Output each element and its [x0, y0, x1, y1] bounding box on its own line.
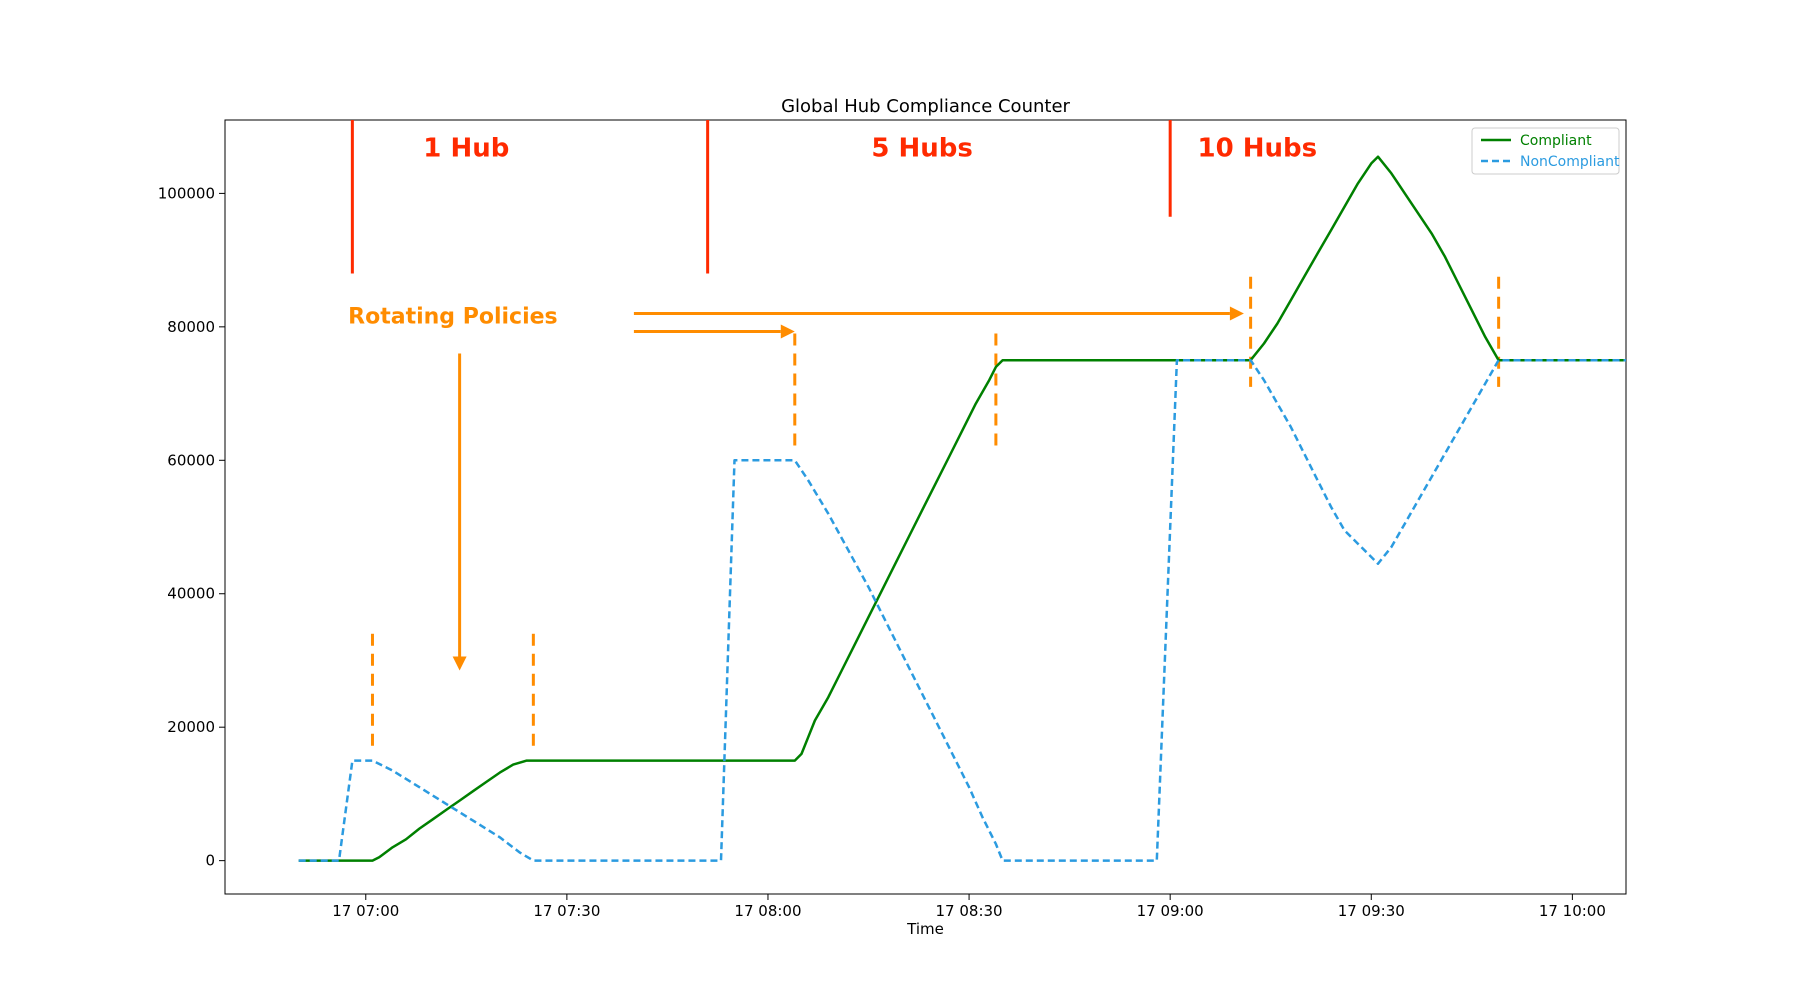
- legend: Compliant NonCompliant: [1471, 127, 1620, 175]
- y-axis-ticks: 0 20000 40000 60000 80000 100000: [158, 184, 225, 870]
- chart-title: Global Hub Compliance Counter: [781, 96, 1070, 117]
- x-tick-label: 17 09:00: [1137, 902, 1204, 920]
- y-tick-label: 60000: [167, 451, 215, 469]
- x-tick-label: 17 08:00: [734, 902, 801, 920]
- annotations: 1 Hub 5 Hubs 10 Hubs Rotating Policies: [348, 120, 1501, 748]
- x-tick-label: 17 09:30: [1338, 902, 1405, 920]
- x-tick-label: 17 07:00: [332, 902, 399, 920]
- hub-label: 10 Hubs: [1198, 134, 1318, 164]
- rotating-policies-arrow: [452, 353, 467, 671]
- y-tick-label: 100000: [158, 184, 215, 202]
- x-axis-ticks: 17 07:00 17 07:30 17 08:00 17 08:30 17 09:00…: [332, 894, 1606, 920]
- x-axis-label: Time: [906, 920, 944, 938]
- plot-frame: [224, 119, 1627, 895]
- x-tick-label: 17 10:00: [1539, 902, 1606, 920]
- x-tick-label: 17 07:30: [533, 902, 600, 920]
- rotating-policies-arrow: [633, 324, 795, 339]
- series-lines: [298, 155, 1626, 862]
- y-tick-label: 40000: [167, 585, 215, 603]
- y-tick-label: 80000: [167, 318, 215, 336]
- hub-label: 5 Hubs: [871, 134, 973, 164]
- legend-label: Compliant: [1520, 133, 1592, 149]
- series-line-compliant: [298, 155, 1626, 862]
- rotating-policies-label: Rotating Policies: [348, 305, 557, 330]
- y-tick-label: 20000: [167, 718, 215, 736]
- x-tick-label: 17 08:30: [936, 902, 1003, 920]
- series-line-noncompliant: [298, 358, 1626, 862]
- hub-label: 1 Hub: [423, 134, 509, 164]
- y-tick-label: 0: [205, 852, 215, 870]
- rotating-policies-arrow: [633, 306, 1244, 321]
- legend-label: NonCompliant: [1520, 154, 1620, 170]
